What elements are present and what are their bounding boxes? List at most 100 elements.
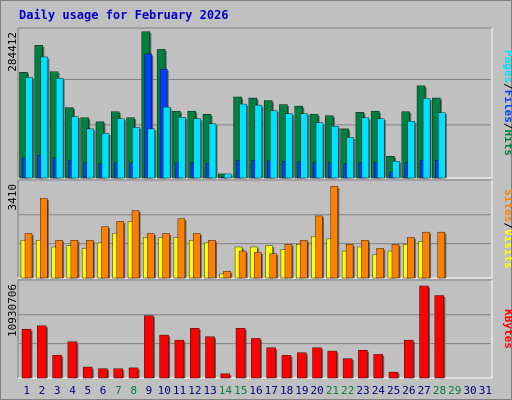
x-tick-label: 25 [387, 384, 400, 397]
kbytes-bar [37, 325, 47, 379]
x-tick-label: 24 [372, 384, 386, 397]
x-tick-label: 1 [23, 384, 30, 397]
x-tick-label: 2 [39, 384, 46, 397]
sites-bar [24, 233, 33, 279]
y-tick-label: 284412 [6, 32, 19, 72]
sites-bar [437, 231, 446, 279]
pages-bar [71, 116, 79, 179]
x-tick-label: 7 [115, 384, 122, 397]
kbytes-bar [128, 367, 139, 379]
kbytes-bar [297, 352, 307, 379]
right-label-part: Pages [502, 50, 512, 83]
kbytes-bar [98, 368, 108, 379]
x-tick-label: 3 [54, 384, 61, 397]
x-tick-label: 17 [265, 384, 278, 397]
pages-bar [208, 123, 217, 179]
right-label-part: KBytes [502, 309, 512, 349]
pages-bar [117, 118, 125, 179]
sites-bar [177, 218, 186, 279]
right-label-part: / [502, 123, 512, 130]
pages-bar [239, 103, 247, 179]
kbytes-bar [52, 355, 62, 379]
kbytes-bar [113, 368, 123, 379]
pages-bar [147, 128, 156, 179]
x-tick-label: 20 [311, 384, 324, 397]
x-tick-label: 6 [100, 384, 107, 397]
x-tick-label: 18 [280, 384, 293, 397]
kbytes-bar [251, 338, 261, 379]
sites-bar [70, 240, 79, 279]
sites-bar [391, 244, 400, 279]
kbytes-bar [266, 347, 276, 379]
sites-bar [376, 248, 384, 279]
kbytes-bar [342, 358, 353, 379]
kbytes-bar [174, 339, 185, 379]
pages-bar [422, 98, 431, 179]
sites-bar [223, 271, 231, 279]
kbytes-bar [220, 373, 230, 379]
sites-bar [284, 244, 293, 279]
sites-bar [315, 215, 323, 279]
sites-bar [116, 221, 124, 279]
pages-bar [101, 133, 110, 179]
right-label-part: Sites [502, 189, 512, 222]
kbytes-bar [388, 371, 399, 379]
x-tick-label: 10 [158, 384, 171, 397]
x-tick-label: 5 [84, 384, 91, 397]
pages-bar [178, 117, 186, 179]
pages-bar [376, 118, 385, 179]
right-label-part: Visits [502, 229, 512, 269]
kbytes-bar [67, 341, 78, 379]
sites-bar [330, 186, 339, 279]
pages-bar [269, 110, 278, 179]
sites-bar [55, 240, 63, 279]
pages-bar [25, 77, 33, 179]
pages-bar [254, 104, 263, 179]
pages-bar [361, 117, 370, 179]
x-tick-label: 19 [295, 384, 308, 397]
kbytes-bar [159, 334, 169, 379]
pages-bar [346, 137, 354, 179]
right-label-part: / [502, 83, 512, 90]
pages-bar [40, 56, 48, 179]
right-label-part: Hits [502, 130, 512, 157]
right-label-part: Files [502, 90, 512, 123]
kbytes-bar [404, 339, 414, 379]
x-tick-label: 30 [463, 384, 476, 397]
x-tick-label: 9 [146, 384, 153, 397]
kbytes-bar [189, 328, 200, 379]
x-tick-label: 21 [326, 384, 339, 397]
x-tick-label: 28 [433, 384, 446, 397]
x-tick-label: 15 [234, 384, 247, 397]
kbytes-bar [419, 285, 429, 379]
pages-bar [162, 106, 171, 179]
sites-bar [422, 231, 430, 279]
x-tick-label: 26 [402, 384, 415, 397]
kbytes-bar [21, 328, 32, 379]
sites-bar [407, 237, 415, 279]
pages-bar [438, 112, 446, 179]
x-tick-label: 22 [341, 384, 354, 397]
sites-bar [147, 233, 155, 279]
x-tick-label: 11 [173, 384, 186, 397]
y-tick-label: 3410 [6, 184, 19, 211]
sites-bar [208, 240, 216, 279]
panel-right-label: Pages/Files/Hits [502, 50, 512, 156]
pages-bar [193, 118, 201, 179]
kbytes-bar [82, 366, 93, 379]
pages-bar [55, 78, 64, 179]
y-tick-label: 10930706 [6, 284, 19, 337]
x-tick-label: 8 [130, 384, 137, 397]
sites-bar [131, 210, 140, 279]
kbytes-bar [312, 347, 322, 379]
right-label-part: / [502, 222, 512, 229]
pages-bar [315, 122, 324, 179]
x-tick-label: 31 [479, 384, 492, 397]
kbytes-bar [373, 354, 383, 379]
kbytes-bar [434, 295, 445, 379]
x-tick-label: 12 [188, 384, 201, 397]
sites-bar [40, 198, 48, 279]
kbytes-bar [235, 328, 246, 379]
kbytes-bar [281, 355, 292, 379]
